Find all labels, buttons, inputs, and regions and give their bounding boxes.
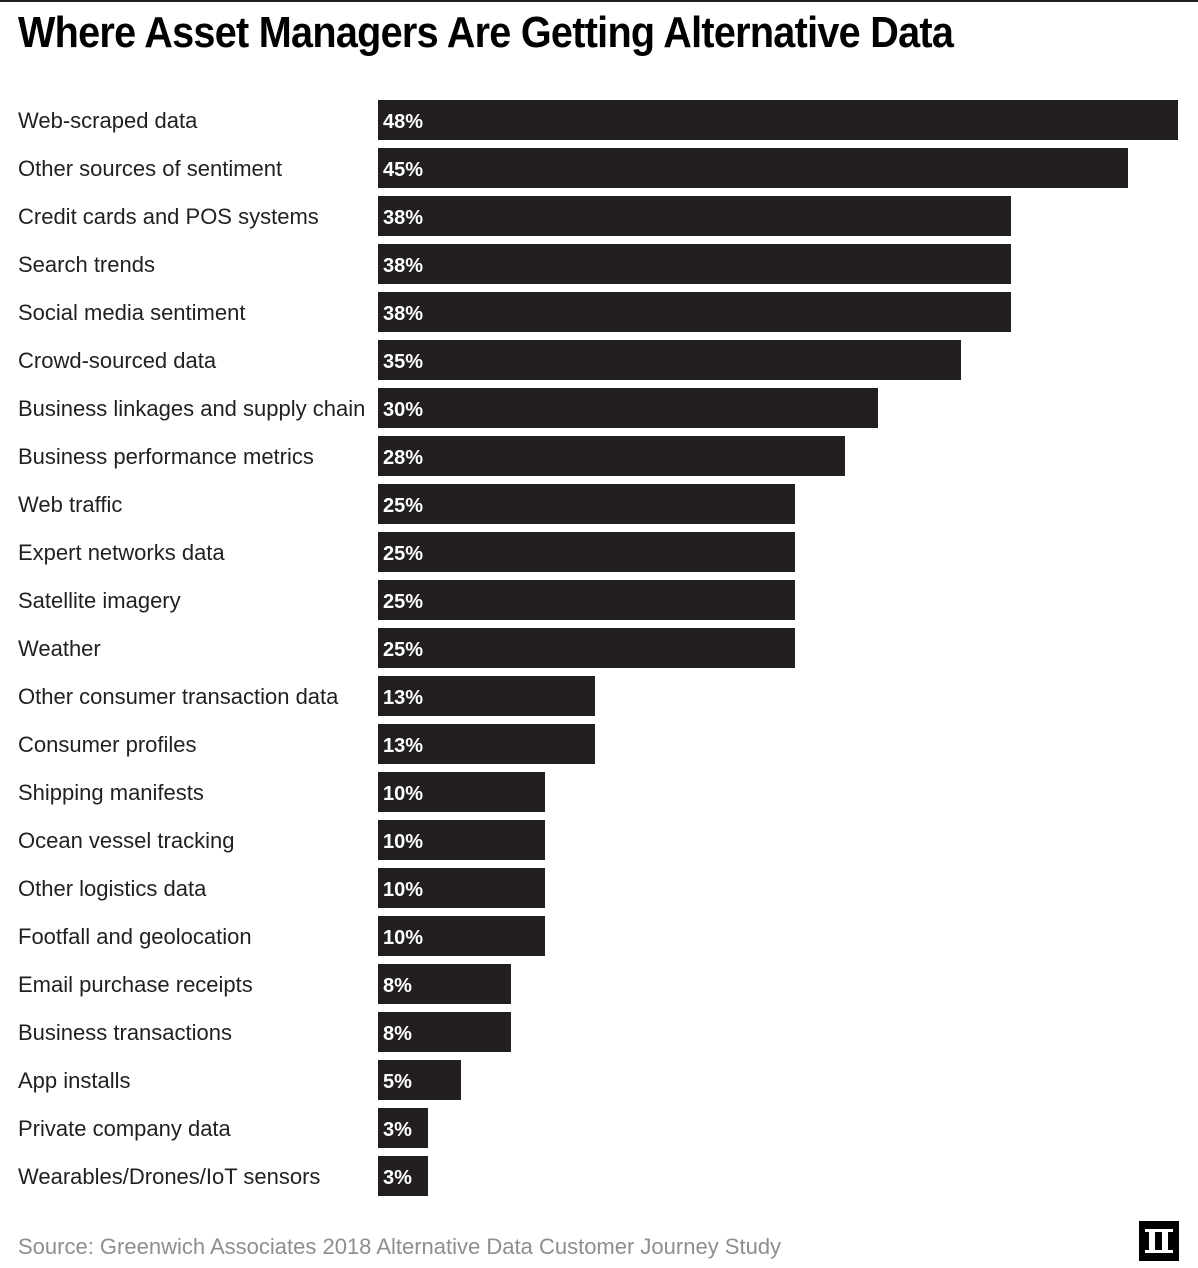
category-label: Email purchase receipts — [18, 972, 253, 997]
bar — [378, 820, 545, 860]
category-label: App installs — [18, 1068, 131, 1093]
bar — [378, 868, 545, 908]
data-label: 25% — [383, 591, 423, 613]
category-label: Crowd-sourced data — [18, 348, 217, 373]
bar — [378, 1012, 511, 1052]
data-label: 28% — [383, 447, 423, 469]
data-label: 8% — [383, 1023, 412, 1045]
bar — [378, 964, 511, 1004]
bar — [378, 292, 1011, 332]
bar — [378, 1108, 428, 1148]
category-label: Search trends — [18, 252, 155, 277]
data-label: 10% — [383, 783, 423, 805]
category-label: Business linkages and supply chain — [18, 396, 365, 421]
data-label: 3% — [383, 1167, 412, 1189]
data-label: 25% — [383, 639, 423, 661]
bar — [378, 676, 595, 716]
category-label: Expert networks data — [18, 540, 225, 565]
data-label: 38% — [383, 255, 423, 277]
category-label: Web-scraped data — [18, 108, 198, 133]
data-label: 45% — [383, 159, 423, 181]
category-label: Business transactions — [18, 1020, 232, 1045]
category-label: Satellite imagery — [18, 588, 181, 613]
category-label: Social media sentiment — [18, 300, 245, 325]
data-label: 25% — [383, 543, 423, 565]
data-label: 10% — [383, 879, 423, 901]
category-label: Shipping manifests — [18, 780, 204, 805]
category-label: Wearables/Drones/IoT sensors — [18, 1164, 320, 1189]
logo-stroke-right — [1162, 1229, 1168, 1253]
bar-chart: Web-scraped data 48% Other sources of sent… — [18, 100, 1178, 1196]
data-label: 35% — [383, 351, 423, 373]
logo-serif-top — [1145, 1229, 1173, 1232]
bar — [378, 1060, 461, 1100]
bar — [378, 100, 1178, 140]
source-note: Source: Greenwich Associates 2018 Altern… — [18, 1234, 782, 1259]
bar — [378, 244, 1011, 284]
logo-serif-bottom — [1145, 1250, 1173, 1253]
category-label: Other sources of sentiment — [18, 156, 282, 181]
bar — [378, 340, 961, 380]
bar — [378, 724, 595, 764]
category-label: Other logistics data — [18, 876, 207, 901]
chart-title: Where Asset Managers Are Getting Alterna… — [18, 8, 954, 57]
data-label: 13% — [383, 735, 423, 757]
bar — [378, 1156, 428, 1196]
bar — [378, 484, 795, 524]
bar — [378, 388, 878, 428]
category-label: Business performance metrics — [18, 444, 314, 469]
data-label: 38% — [383, 207, 423, 229]
category-label: Consumer profiles — [18, 732, 197, 757]
bar — [378, 436, 845, 476]
data-label: 25% — [383, 495, 423, 517]
bar — [378, 196, 1011, 236]
bar — [378, 532, 795, 572]
bar — [378, 772, 545, 812]
data-label: 10% — [383, 831, 423, 853]
ii-logo-icon — [1139, 1221, 1179, 1261]
data-label: 38% — [383, 303, 423, 325]
data-label: 5% — [383, 1071, 412, 1093]
top-rule — [0, 0, 1198, 2]
logo-stroke-left — [1149, 1229, 1155, 1253]
category-label: Private company data — [18, 1116, 232, 1141]
category-label: Footfall and geolocation — [18, 924, 252, 949]
bar — [378, 580, 795, 620]
data-label: 10% — [383, 927, 423, 949]
data-label: 48% — [383, 111, 423, 133]
bar — [378, 628, 795, 668]
data-label: 8% — [383, 975, 412, 997]
category-label: Ocean vessel tracking — [18, 828, 234, 853]
data-label: 30% — [383, 399, 423, 421]
bar — [378, 916, 545, 956]
data-label: 13% — [383, 687, 423, 709]
category-label: Credit cards and POS systems — [18, 204, 319, 229]
data-label: 3% — [383, 1119, 412, 1141]
bar — [378, 148, 1128, 188]
category-label: Other consumer transaction data — [18, 684, 339, 709]
category-label: Weather — [18, 636, 101, 661]
category-label: Web traffic — [18, 492, 122, 517]
